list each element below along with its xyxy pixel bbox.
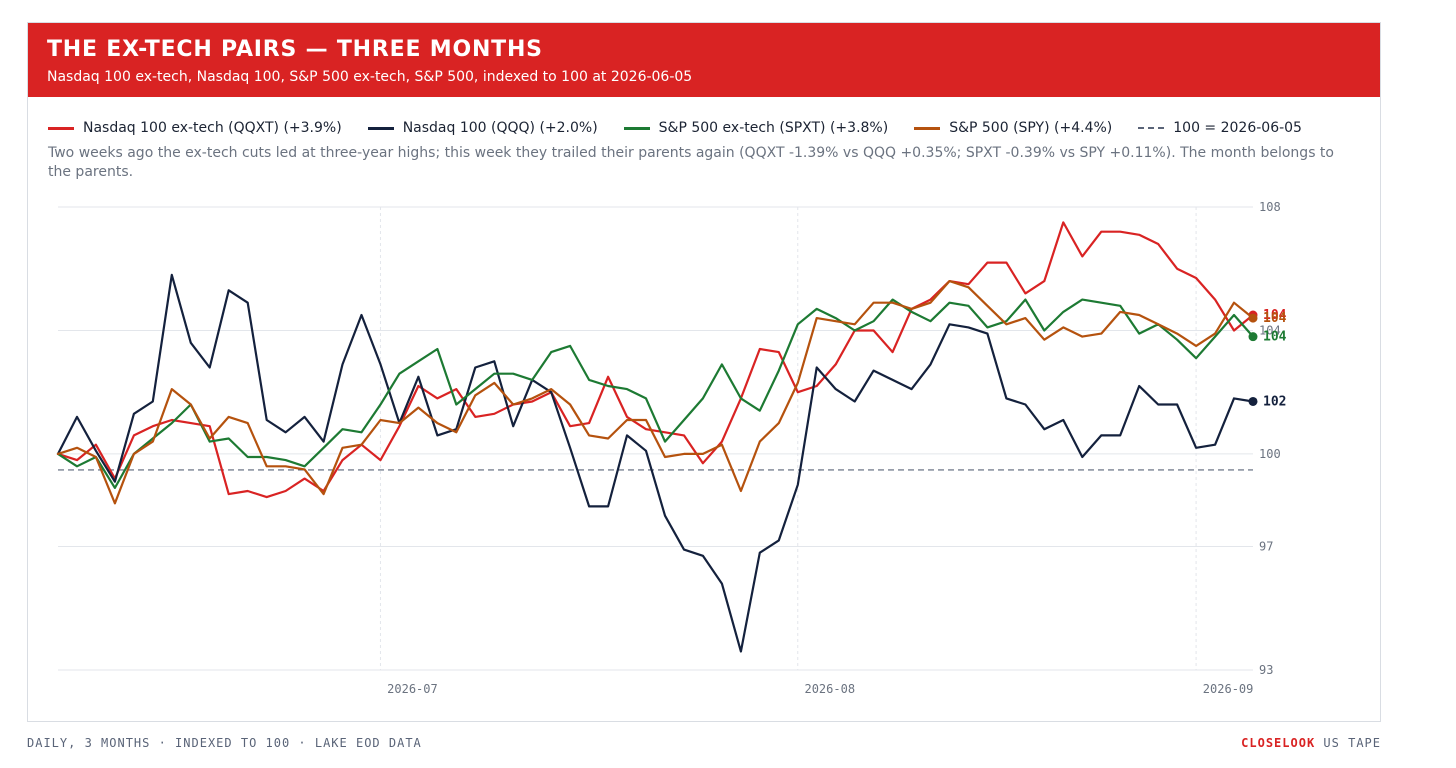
legend-item-spy: S&P 500 (SPY) (+4.4%) bbox=[914, 120, 1112, 136]
chart-subtitle: Nasdaq 100 ex-tech, Nasdaq 100, S&P 500 … bbox=[47, 69, 693, 85]
chart-annotation: Two weeks ago the ex-tech cuts led at th… bbox=[48, 145, 1334, 180]
series-end-label: 102 bbox=[1263, 394, 1286, 409]
x-tick-label: 2026-09 bbox=[1203, 682, 1254, 696]
legend-item-baseline: 100 = 2026-06-05 bbox=[1138, 120, 1302, 136]
legend-item-qqxt: Nasdaq 100 ex-tech (QQXT) (+3.9%) bbox=[48, 120, 342, 136]
legend-swatch bbox=[623, 126, 650, 130]
legend-label: 100 = 2026-06-05 bbox=[1173, 120, 1302, 136]
series-end-label: 104 bbox=[1263, 330, 1287, 345]
x-tick-label: 2026-07 bbox=[387, 682, 438, 696]
series-line-3 bbox=[56, 280, 1255, 505]
legend-swatch bbox=[367, 126, 394, 130]
y-tick-label: 100 bbox=[1259, 447, 1281, 461]
title-banner: THE EX-TECH PAIRS — THREE MONTHS Nasdaq … bbox=[28, 23, 1380, 97]
legend-swatch bbox=[914, 126, 941, 130]
series-line-2 bbox=[56, 298, 1255, 489]
y-tick-label: 104 bbox=[1259, 323, 1281, 337]
line-chart: 93 97 100 104 108 2026-07 2026-08 2026-09 104 102… bbox=[56, 200, 1287, 696]
y-tick-label: 97 bbox=[1259, 540, 1273, 554]
legend-swatch-dashed bbox=[1138, 127, 1165, 129]
footer-brand: CLOSELOOK US TAPE bbox=[1241, 736, 1381, 750]
x-tick-label: 2026-08 bbox=[804, 682, 855, 696]
legend-item-spxt: S&P 500 ex-tech (SPXT) (+3.8%) bbox=[623, 120, 889, 136]
brand-name: CLOSELOOK bbox=[1241, 736, 1316, 750]
y-tick-label: 93 bbox=[1259, 663, 1273, 677]
y-tick-label: 108 bbox=[1259, 200, 1281, 214]
series-line-1 bbox=[56, 273, 1255, 653]
chart-card: THE EX-TECH PAIRS — THREE MONTHS Nasdaq … bbox=[27, 22, 1381, 722]
brand-subtitle: US TAPE bbox=[1323, 736, 1381, 750]
legend-item-qqq: Nasdaq 100 (QQQ) (+2.0%) bbox=[367, 120, 598, 136]
series-end-marker bbox=[1248, 313, 1258, 323]
footer-source: DAILY, 3 MONTHS · INDEXED TO 100 · LAKE … bbox=[27, 736, 422, 750]
legend-label: Nasdaq 100 ex-tech (QQXT) (+3.9%) bbox=[83, 120, 342, 136]
legend: Nasdaq 100 ex-tech (QQXT) (+3.9%) Nasdaq… bbox=[48, 118, 1328, 138]
series-end-label: 104 bbox=[1263, 311, 1287, 326]
series-end-label: 104 bbox=[1263, 308, 1287, 323]
chart-title: THE EX-TECH PAIRS — THREE MONTHS bbox=[47, 37, 543, 62]
series-end-marker bbox=[1248, 332, 1258, 342]
legend-label: Nasdaq 100 (QQQ) (+2.0%) bbox=[402, 120, 598, 136]
series-end-marker bbox=[1248, 396, 1258, 406]
series-line-0 bbox=[56, 221, 1255, 499]
legend-swatch bbox=[48, 126, 74, 130]
legend-label: S&P 500 (SPY) (+4.4%) bbox=[949, 120, 1113, 136]
legend-label: S&P 500 ex-tech (SPXT) (+3.8%) bbox=[658, 120, 889, 136]
